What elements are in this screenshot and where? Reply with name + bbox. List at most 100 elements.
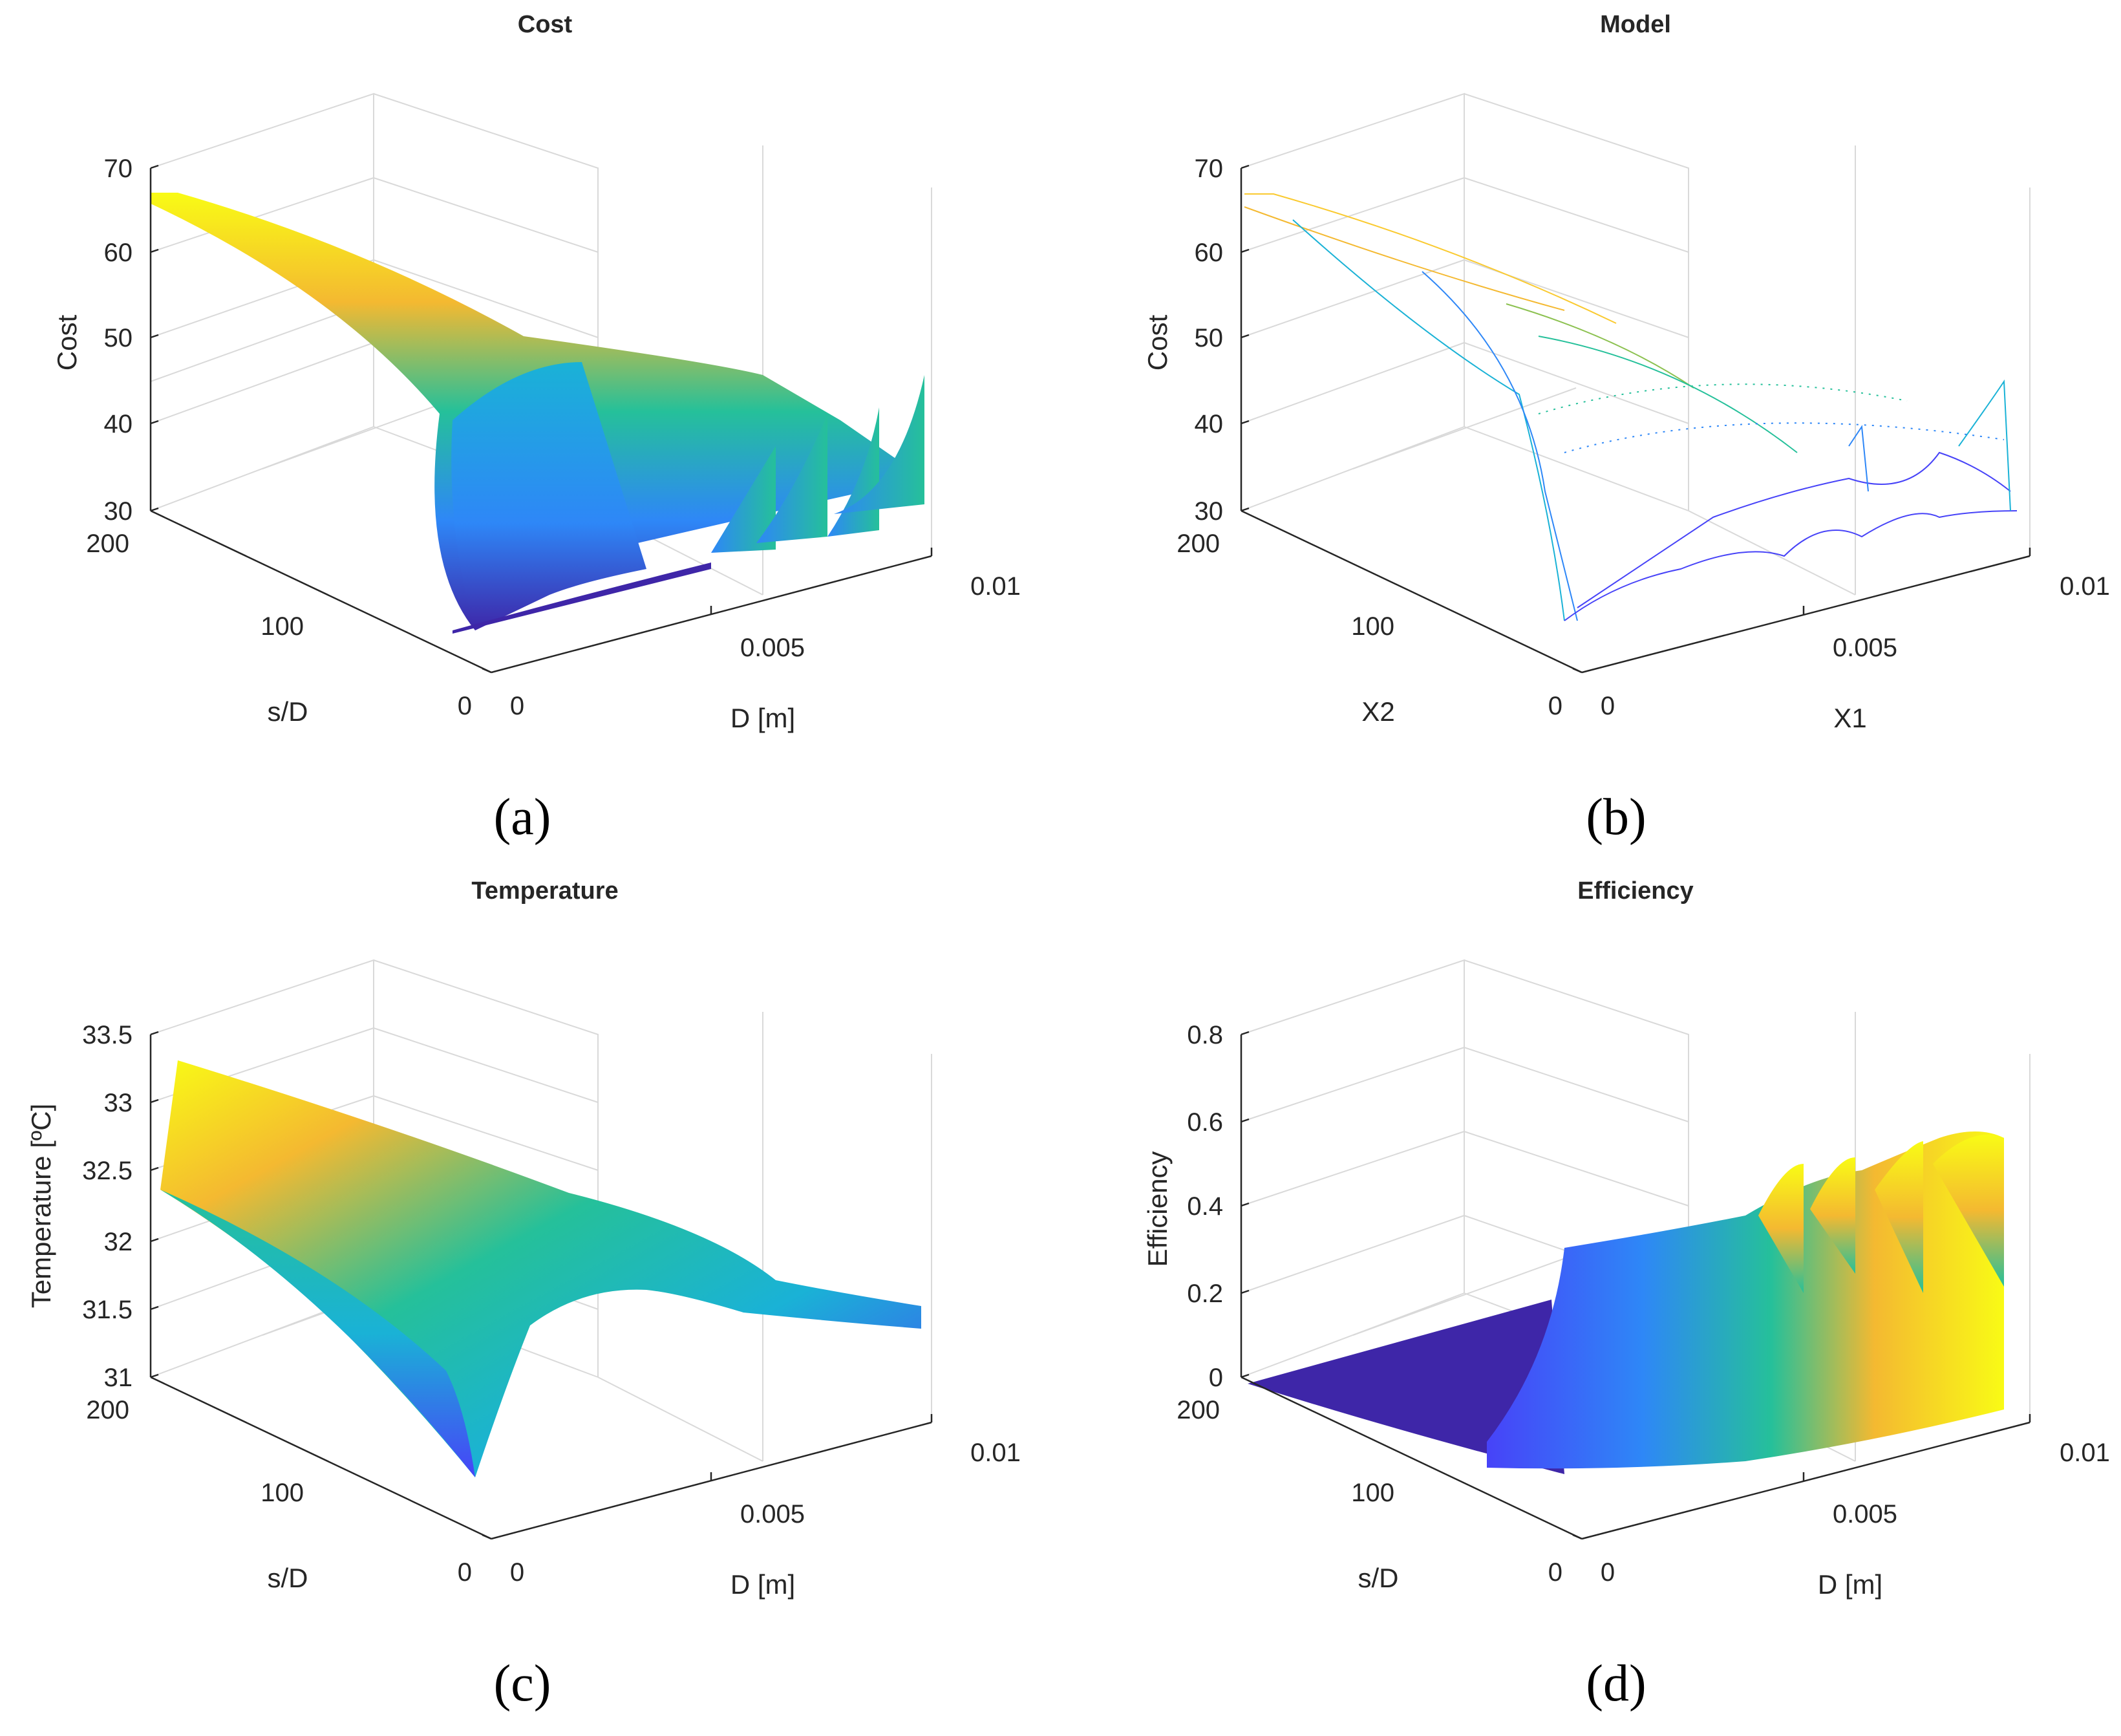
panel-b-ztick-60: 60 [1195, 239, 1224, 267]
panel-b-zlabel: Cost [1142, 314, 1173, 370]
panel-a-zlabel: Cost [52, 314, 82, 370]
panel-b-mesh-spike [1848, 425, 1869, 492]
panel-c-zlabel: Temperature [ºC] [26, 1104, 56, 1308]
panel-b-mesh-top [1244, 193, 1617, 324]
panel-b-ztick-30: 30 [1195, 497, 1224, 526]
panel-b-text: Model Cost 70 60 50 40 30 200 100 0 0 0.… [1142, 11, 2110, 846]
panel-b-box [1241, 92, 2030, 595]
panel-d-ztick-0: 0 [1209, 1364, 1223, 1392]
panel-a-xtick-0.01: 0.01 [970, 572, 1021, 601]
panel-c-surface [160, 1060, 921, 1477]
panel-c-surface-main [160, 1060, 921, 1477]
panel-c-ztick-33: 33 [104, 1089, 133, 1117]
panel-b-mesh-mid-2 [1538, 336, 1798, 453]
panel-a-ridge [453, 563, 711, 634]
panel-c-xlabel: D [m] [730, 1569, 795, 1600]
panel-c-ztick-31: 31 [104, 1364, 133, 1392]
panel-b-mesh-floor [1564, 510, 2018, 621]
panel-c-caption: (c) [494, 1655, 551, 1712]
panel-b-caption: (b) [1586, 789, 1646, 846]
panel-b-mesh-hatch-2 [1538, 383, 1908, 414]
panel-b-ztick-70: 70 [1195, 155, 1224, 183]
panel-b-xtick-0.005: 0.005 [1833, 634, 1897, 662]
panel-d-xlabel: D [m] [1818, 1569, 1882, 1600]
panel-b-ylabel: X2 [1361, 696, 1394, 727]
panel-b-ztick-40: 40 [1195, 410, 1224, 438]
panel-b-mesh-top-2 [1244, 206, 1565, 311]
panel-d-ytick-100: 100 [1351, 1479, 1394, 1507]
panel-d-fin-4 [1933, 1135, 2004, 1287]
panel-d-surface [1248, 1131, 2004, 1474]
panel-a-ztick-30: 30 [104, 497, 133, 526]
panel-d-fin-1 [1758, 1164, 1804, 1293]
panel-c [149, 959, 933, 1540]
panel-b-mesh [1244, 193, 2018, 621]
panel-a [149, 92, 933, 674]
panel-b-xtick-0: 0 [1601, 692, 1615, 720]
panel-a-ztick-40: 40 [104, 410, 133, 438]
panel-b-title: Model [1600, 11, 1671, 38]
panel-b-axes [1240, 164, 2031, 674]
panel-d-caption: (d) [1586, 1655, 1646, 1712]
panel-a-surface-shadow [451, 362, 646, 630]
panel-b-ytick-100: 100 [1351, 612, 1394, 641]
panel-d-surface-body [1487, 1131, 2004, 1469]
panel-c-xtick-0.005: 0.005 [740, 1500, 805, 1528]
panel-d-ylabel: s/D [1358, 1563, 1399, 1593]
panel-a-surface [151, 193, 924, 634]
panel-a-fin-2 [756, 414, 827, 543]
panel-b-mesh-drop-2 [1422, 271, 1578, 621]
panel-c-ytick-100: 100 [261, 1479, 304, 1507]
panel-a-xtick-0: 0 [510, 692, 524, 720]
panel-d-fin-3 [1875, 1141, 1923, 1293]
panel-c-ztick-32: 32 [104, 1228, 133, 1256]
panel-d-zlabel: Efficiency [1142, 1152, 1173, 1267]
panel-c-ztick-33.5: 33.5 [82, 1021, 133, 1049]
panel-d-fin-2 [1810, 1157, 1855, 1274]
panel-b-mesh-hatch [1564, 422, 2005, 453]
panel-b-mesh-peak [1958, 379, 2011, 511]
panel-c-xtick-0.01: 0.01 [970, 1439, 1021, 1467]
panel-a-ytick-100: 100 [261, 612, 304, 641]
panel-d-title: Efficiency [1577, 877, 1694, 905]
panel-c-text: Temperature Temperature [ºC] 33.5 33 32.… [26, 877, 1021, 1712]
panel-a-ytick-0: 0 [458, 692, 472, 720]
panel-a-ztick-50: 50 [104, 324, 133, 352]
panel-a-fin-1 [711, 446, 776, 553]
panel-b-ytick-0: 0 [1548, 692, 1562, 720]
panel-a-axes [149, 164, 933, 674]
panel-a-title: Cost [518, 11, 573, 38]
panel-b [1240, 92, 2031, 674]
panel-c-ylabel: s/D [268, 1563, 308, 1593]
panel-c-xtick-0: 0 [510, 1558, 524, 1587]
panel-a-xtick-0.005: 0.005 [740, 634, 805, 662]
panel-c-ytick-200: 200 [86, 1396, 129, 1424]
panel-d-xtick-0.005: 0.005 [1833, 1500, 1897, 1528]
panel-a-ylabel: s/D [268, 696, 308, 727]
panel-a-xlabel: D [m] [730, 703, 795, 733]
panel-b-ztick-50: 50 [1195, 324, 1224, 352]
panel-d [1240, 959, 2031, 1540]
panel-b-xlabel: X1 [1833, 703, 1866, 733]
panel-a-fin-4 [834, 375, 924, 514]
panel-d-ztick-0.8: 0.8 [1187, 1021, 1223, 1049]
panel-a-ytick-200: 200 [86, 530, 129, 558]
panel-a-caption: (a) [494, 789, 551, 846]
panel-b-mesh-floor-2 [1577, 451, 2011, 608]
panel-c-axes [149, 1031, 933, 1540]
panel-b-mesh-mid [1506, 303, 1694, 389]
panel-d-ztick-0.4: 0.4 [1187, 1192, 1223, 1221]
panel-a-ztick-70: 70 [104, 155, 133, 183]
panel-a-text: Cost Cost 70 60 50 40 30 200 100 0 0 0.0… [52, 11, 1021, 846]
panel-d-ztick-0.2: 0.2 [1187, 1280, 1223, 1308]
panel-d-text: Efficiency Efficiency 0.8 0.6 0.4 0.2 0 … [1142, 877, 2110, 1712]
panel-b-xtick-0.01: 0.01 [2060, 572, 2110, 601]
panel-c-ztick-31.5: 31.5 [82, 1296, 133, 1324]
panel-d-xtick-0: 0 [1601, 1558, 1615, 1587]
panel-d-ytick-200: 200 [1177, 1396, 1220, 1424]
panel-d-ztick-0.6: 0.6 [1187, 1108, 1223, 1137]
panel-c-ytick-0: 0 [458, 1558, 472, 1587]
panel-d-ytick-0: 0 [1548, 1558, 1562, 1587]
panel-c-ztick-32.5: 32.5 [82, 1157, 133, 1185]
